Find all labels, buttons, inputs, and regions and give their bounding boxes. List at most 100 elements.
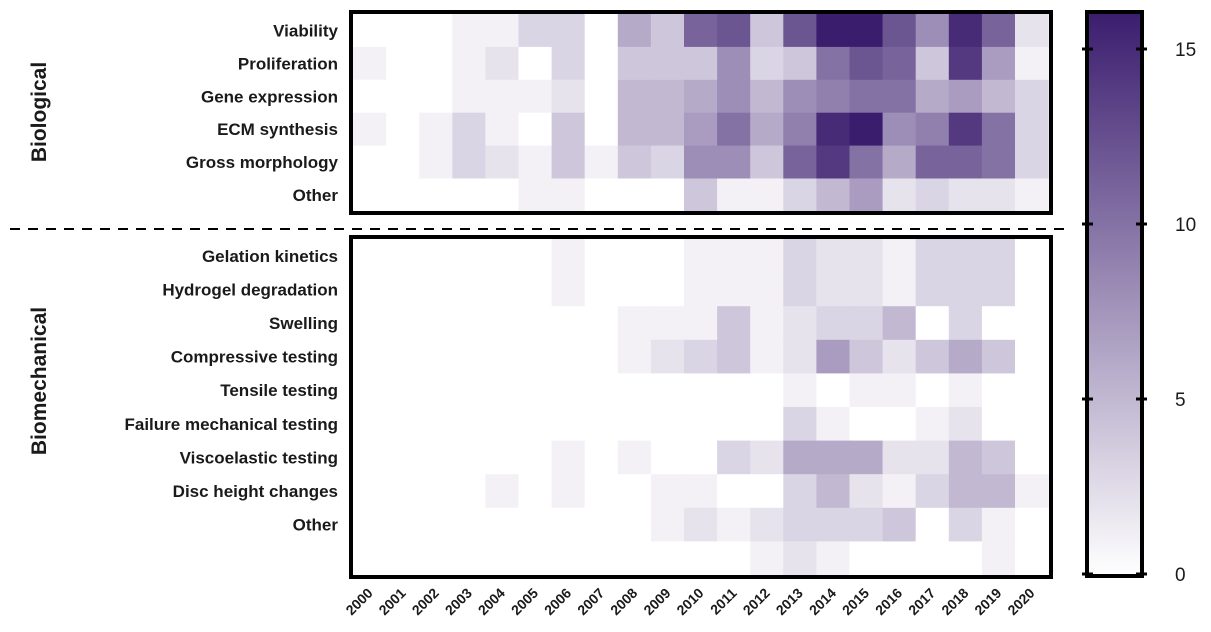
heatmap-cell: [717, 474, 751, 509]
heatmap-cell: [981, 239, 1016, 274]
heatmap-cell: [419, 14, 453, 48]
heatmap-cell: [452, 507, 486, 542]
heatmap-cell: [650, 272, 685, 307]
heatmap-cell: [915, 440, 950, 475]
heatmap-cell: [816, 272, 851, 307]
heatmap-cell: [485, 373, 520, 408]
colorbar-ticks: 0 5 10 15: [1082, 40, 1196, 586]
heatmap-cell: [353, 474, 387, 509]
heatmap-cell: [717, 46, 751, 81]
heatmap-cell: [386, 507, 420, 542]
heatmap-cell: [717, 440, 751, 475]
heatmap-cell: [882, 46, 917, 81]
heatmap-cell: [485, 239, 520, 274]
x-tick-label: 2019: [971, 585, 1004, 618]
row-label-proliferation: Proliferation: [238, 54, 338, 73]
biological-panel-frame: [349, 10, 1053, 215]
heatmap-cell: [717, 79, 751, 114]
group-label-biological: Biological: [28, 62, 51, 162]
row-label-other: Other: [293, 186, 339, 205]
row-label-hydrogel-degradation: Hydrogel degradation: [162, 280, 338, 299]
heatmap-cell: [948, 145, 983, 180]
heatmap-cell: [1015, 145, 1049, 180]
heatmap-cell: [452, 178, 486, 212]
heatmap-cell: [353, 14, 387, 48]
heatmap-cell: [518, 306, 553, 341]
heatmap-cell: [882, 306, 917, 341]
heatmap-cell: [717, 373, 751, 408]
heatmap-cell: [485, 507, 520, 542]
heatmap-cell: [551, 145, 586, 180]
heatmap-cell: [750, 14, 784, 48]
heatmap-cell: [1015, 440, 1049, 475]
row-labels: Viability Proliferation Gene expression ECM…: [124, 22, 338, 535]
heatmap-cell: [1015, 306, 1049, 341]
heatmap-cell: [353, 239, 387, 274]
heatmap-cell: [783, 507, 817, 542]
row-label-ecm-synthesis: ECM synthesis: [217, 120, 338, 139]
heatmap-cell: [750, 373, 784, 408]
heatmap-cell: [684, 339, 718, 374]
row-label-disc-height-changes: Disc height changes: [173, 482, 338, 501]
heatmap-cell: [452, 14, 486, 48]
heatmap-cell: [915, 112, 950, 147]
heatmap-cell: [981, 112, 1016, 147]
heatmap-cell: [584, 507, 619, 542]
heatmap-cell: [419, 46, 453, 81]
heatmap-cell: [518, 79, 553, 114]
heatmap-cell: [485, 474, 520, 509]
heatmap-cell: [485, 541, 520, 576]
heatmap-cell: [452, 145, 486, 180]
heatmap-cell: [783, 306, 817, 341]
heatmap-cell: [485, 145, 520, 180]
x-tick-label: 2016: [872, 585, 905, 618]
row-label-other: Other: [293, 516, 339, 535]
heatmap-cell: [750, 407, 784, 442]
heatmap-cell: [353, 79, 387, 114]
heatmap-cell: [518, 440, 553, 475]
heatmap-cell: [584, 178, 619, 212]
heatmap-cell: [750, 306, 784, 341]
heatmap-cell: [948, 373, 983, 408]
heatmap-cell: [419, 145, 453, 180]
heatmap-cell: [750, 239, 784, 274]
heatmap-cell: [684, 507, 718, 542]
heatmap-cell: [650, 541, 685, 576]
heatmap-cell: [750, 272, 784, 307]
heatmap-cell: [816, 79, 851, 114]
heatmap-cell: [452, 79, 486, 114]
heatmap-cell: [849, 306, 884, 341]
heatmap-cell: [948, 440, 983, 475]
heatmap-cell: [816, 407, 851, 442]
heatmap-cell: [717, 507, 751, 542]
heatmap-cell: [551, 440, 586, 475]
x-tick-label: 2014: [806, 585, 839, 618]
heatmap-cell: [386, 239, 420, 274]
heatmap-cell: [717, 272, 751, 307]
x-tick-label: 2012: [740, 585, 773, 618]
heatmap-cell: [948, 112, 983, 147]
heatmap-cell: [353, 112, 387, 147]
heatmap-cell: [617, 306, 652, 341]
heatmap-cell: [584, 14, 619, 48]
heatmap-cell: [386, 272, 420, 307]
heatmap-cell: [717, 14, 751, 48]
heatmap-cell: [849, 339, 884, 374]
heatmap-cell: [386, 112, 420, 147]
heatmap-cell: [816, 306, 851, 341]
heatmap-cell: [419, 239, 453, 274]
heatmap-cell: [452, 339, 486, 374]
heatmap-cell: [386, 46, 420, 81]
heatmap-cell: [584, 440, 619, 475]
biomechanical-panel-frame: [349, 235, 1053, 579]
heatmap-cell: [485, 407, 520, 442]
heatmap-cell: [485, 46, 520, 81]
heatmap-cell: [717, 178, 751, 212]
heatmap-cell: [650, 145, 685, 180]
heatmap-cell: [1015, 46, 1049, 81]
heatmap-cell: [353, 145, 387, 180]
heatmap-cell: [849, 440, 884, 475]
heatmap-cell: [849, 178, 884, 212]
heatmap-cell: [650, 474, 685, 509]
heatmap-cell: [551, 541, 586, 576]
